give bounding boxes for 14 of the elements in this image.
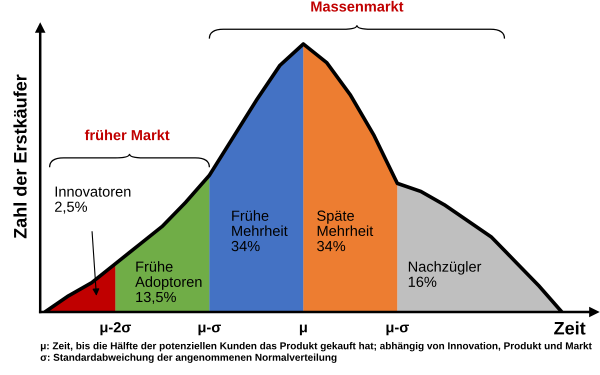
annotation: Frühe Adoptoren 13,5% — [135, 261, 202, 304]
annotation: Nachzügler 16% — [408, 261, 482, 287]
text: Massenmarkt — [311, 0, 404, 12]
x-tick-label: μ — [300, 324, 307, 336]
x-tick-label: μ-2σ — [100, 322, 132, 336]
y-axis-title: Zahl der Erstkäufer — [13, 74, 27, 238]
annotation: Späte Mehrheit 34% — [317, 210, 374, 252]
annotation: früher Markt — [84, 130, 170, 140]
x-tick-label: μ-σ — [386, 324, 409, 336]
text: μ: Zeit, bis die Hälfte der potenziellen Kunden das Produkt gekauft hat; abhängig von Innovation, Produkt und Markt σ: Standardabweichung der angenommenen Normalverteilung — [40, 342, 592, 363]
x-axis-title: Zeit — [554, 321, 586, 335]
x-tick-label: μ-σ — [198, 324, 221, 336]
annotation: Frühe Mehrheit 34% — [232, 210, 288, 252]
annotation: Innovatoren 2,5% — [55, 186, 130, 214]
